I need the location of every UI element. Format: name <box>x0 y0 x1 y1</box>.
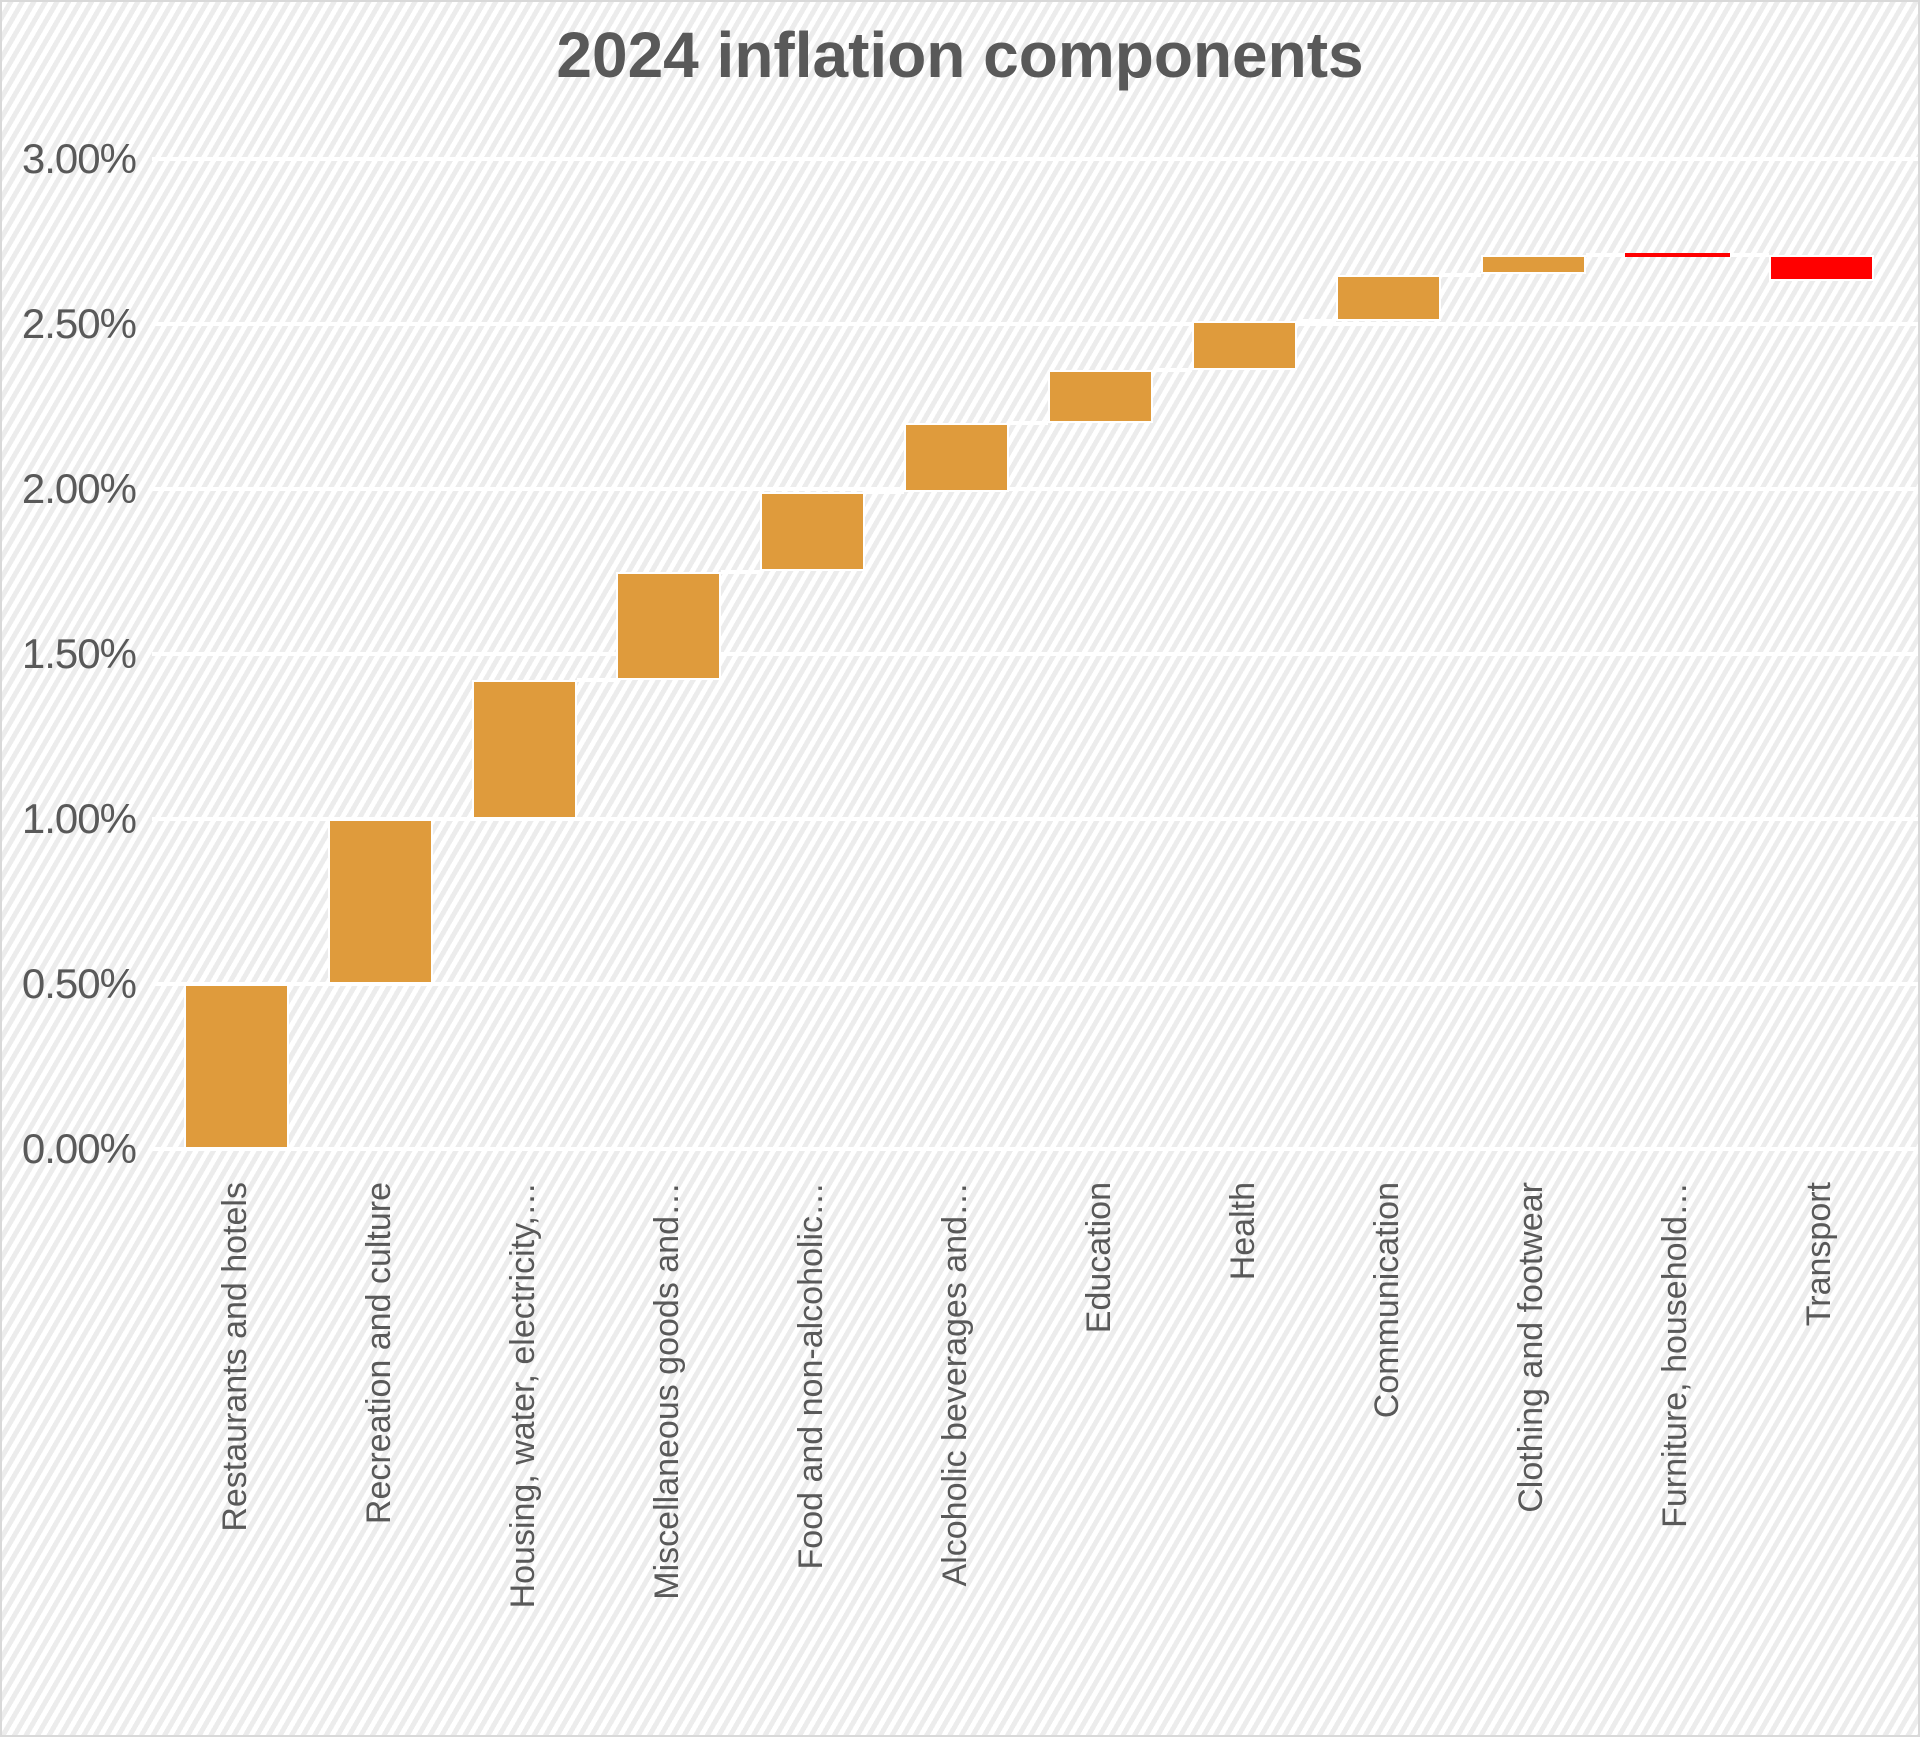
waterfall-connector <box>1729 252 1769 257</box>
x-axis-category-label: Restaurants and hotels <box>215 1182 254 1532</box>
y-axis-tick-label: 0.50% <box>21 960 137 1007</box>
x-axis-category-label: Communication <box>1367 1182 1406 1419</box>
waterfall-bar-increase <box>1048 370 1154 423</box>
y-axis-tick-label: 1.00% <box>21 795 137 842</box>
waterfall-bar-increase <box>904 423 1010 493</box>
waterfall-bar-increase <box>616 571 722 681</box>
waterfall-connector <box>1297 318 1337 323</box>
waterfall-bar-increase <box>1336 274 1442 321</box>
x-axis-category-label: Furniture, household… <box>1656 1182 1695 1528</box>
waterfall-connector <box>1585 252 1625 257</box>
waterfall-bar-zero <box>1624 252 1730 257</box>
x-axis-category-label: Transport <box>1800 1182 1839 1327</box>
waterfall-bar-decrease <box>1768 254 1874 282</box>
waterfall-connector <box>577 678 617 683</box>
y-axis-tick-label: 1.50% <box>21 630 137 677</box>
x-axis-category-label: Education <box>1079 1182 1118 1334</box>
waterfall-connector <box>289 982 329 986</box>
waterfall-bar-increase <box>184 984 289 1149</box>
waterfall-connector <box>1153 368 1193 373</box>
waterfall-bar-increase <box>760 492 866 572</box>
x-axis-category-label: Alcoholic beverages and… <box>935 1182 974 1587</box>
gridline <box>152 982 1918 986</box>
waterfall-bar-increase <box>328 819 434 984</box>
y-axis-tick-label: 0.00% <box>21 1125 137 1172</box>
x-axis-category-label: Food and non-alcoholic… <box>791 1182 830 1570</box>
waterfall-connector <box>1441 272 1481 277</box>
chart-title: 2024 inflation components <box>556 19 1364 91</box>
waterfall-connector <box>721 569 761 574</box>
y-axis-tick-label: 2.50% <box>21 300 137 347</box>
y-axis-tick-label: 3.00% <box>21 135 137 182</box>
gridline <box>152 817 1918 821</box>
y-axis-tick-label: 2.00% <box>21 465 137 512</box>
waterfall-bar-increase <box>472 680 578 819</box>
gridline <box>152 157 1918 161</box>
x-axis-category-label: Recreation and culture <box>359 1182 398 1525</box>
waterfall-connector <box>1009 421 1049 425</box>
gridline <box>152 322 1918 326</box>
gridline <box>152 1147 1918 1151</box>
waterfall-bar-increase <box>1192 320 1298 371</box>
x-axis-category-label: Health <box>1223 1182 1262 1281</box>
waterfall-bar-increase <box>1480 254 1586 275</box>
waterfall-connector <box>865 490 905 495</box>
x-axis-category-label: Clothing and footwear <box>1512 1182 1551 1513</box>
gridline <box>152 652 1918 656</box>
x-axis-category-label: Miscellaneous goods and… <box>647 1182 686 1600</box>
waterfall-connector <box>433 817 473 821</box>
x-axis-category-label: Housing, water, electricity,… <box>503 1182 542 1609</box>
gridline <box>152 487 1918 491</box>
